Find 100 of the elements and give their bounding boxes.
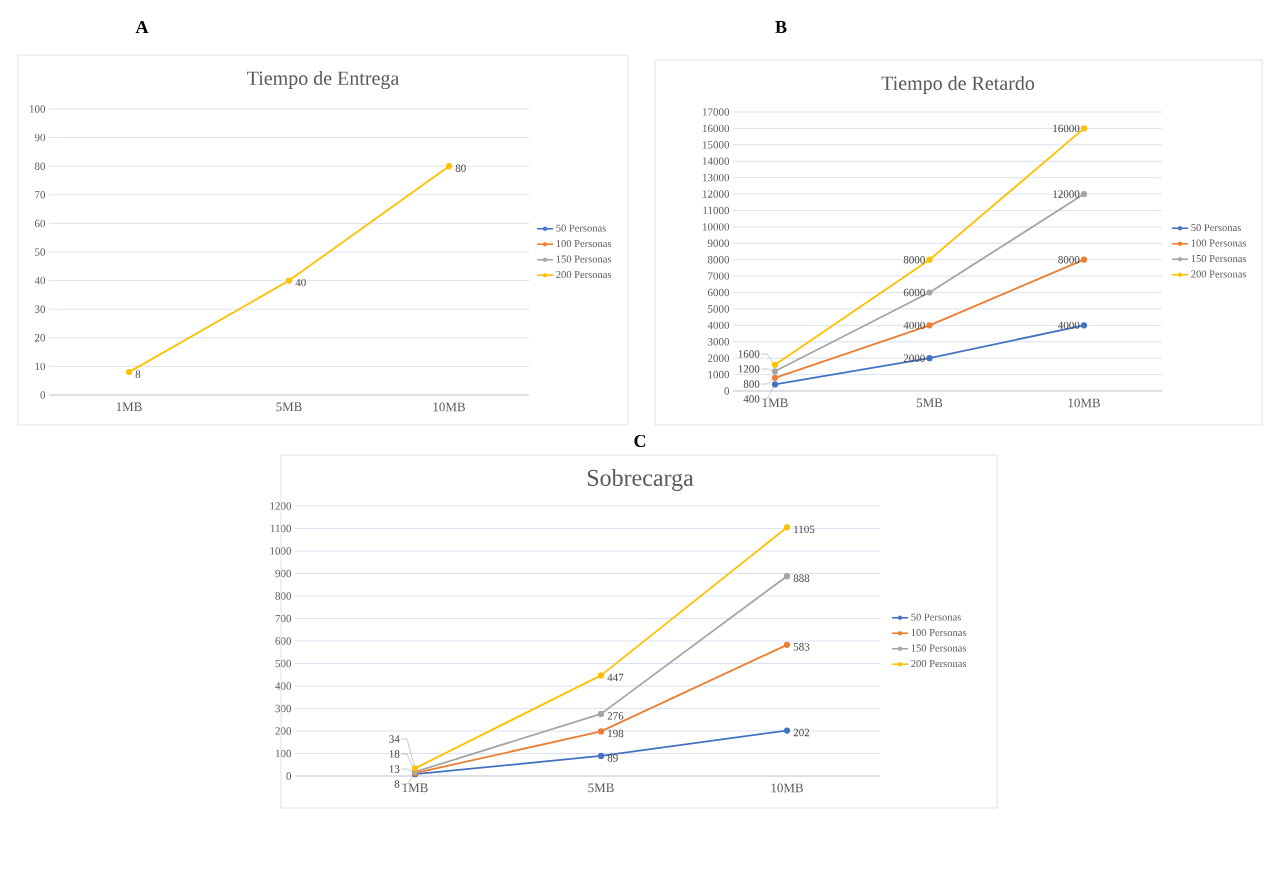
point	[783, 524, 791, 531]
point	[783, 641, 791, 648]
y-tick-label: 20	[34, 334, 46, 342]
y-tick-label: 600	[275, 637, 292, 645]
y-tick-label: 11000	[703, 206, 730, 215]
point	[1080, 322, 1088, 329]
data-label: 276	[607, 712, 624, 720]
y-tick-label: 6000	[707, 288, 730, 297]
data-label: 1105	[794, 525, 815, 534]
y-tick-label: 15000	[702, 141, 730, 149]
data-label: 80	[455, 164, 466, 172]
data-label: 18	[389, 750, 400, 758]
data-label: 16000	[1053, 124, 1080, 133]
point	[285, 277, 293, 284]
y-tick-label: 8000	[707, 255, 730, 264]
legend-label: 200 Personas	[556, 270, 612, 279]
y-tick-label: 14000	[702, 157, 730, 165]
data-label: 888	[793, 574, 810, 582]
y-tick-label: 10	[35, 362, 46, 371]
point	[771, 361, 779, 368]
data-label: 40	[295, 278, 306, 287]
y-tick-label: 1100	[270, 524, 292, 533]
data-label: 583	[793, 643, 810, 651]
data-label: 800	[743, 380, 760, 388]
point	[597, 710, 605, 717]
data-label: 8	[135, 370, 141, 378]
point	[125, 369, 133, 376]
point	[771, 381, 779, 388]
data-label: 4000	[903, 321, 925, 330]
y-tick-label: 300	[275, 704, 292, 713]
point	[926, 355, 933, 362]
y-tick-label: 800	[275, 592, 292, 600]
text: A	[135, 21, 149, 33]
x-tick-label: 5MB	[276, 402, 302, 412]
point	[926, 289, 933, 296]
point	[1080, 190, 1088, 198]
legend-label: 150 Personas	[556, 255, 612, 263]
data-label: 8000	[1058, 255, 1080, 264]
y-tick-label: 500	[275, 659, 292, 668]
y-tick-label: 0	[724, 387, 730, 395]
x-tick-label: 10MB	[771, 783, 803, 793]
data-label: 34	[389, 735, 400, 743]
point	[597, 752, 605, 760]
y-tick-label: 60	[34, 219, 46, 228]
point	[1080, 256, 1088, 263]
legend-label: 100 Personas	[1191, 239, 1247, 247]
y-tick-label: 90	[34, 133, 46, 142]
data-label: 4000	[1058, 321, 1080, 330]
legend-label: 50 Personas	[556, 224, 606, 232]
y-tick-label: 9000	[707, 239, 730, 247]
y-tick-label: 17000	[702, 108, 730, 116]
point	[411, 765, 419, 772]
point	[783, 727, 791, 734]
x-tick-label: 5MB	[588, 783, 614, 793]
legend-label: 150 Personas	[911, 644, 967, 652]
point	[597, 672, 605, 679]
point	[783, 573, 791, 580]
point	[926, 322, 933, 329]
y-tick-label: 700	[275, 614, 292, 623]
y-tick-label: 13000	[702, 173, 730, 182]
point	[1080, 125, 1088, 132]
y-tick-label: 2000	[707, 354, 730, 362]
data-label: 8000	[903, 255, 925, 264]
y-tick-label: 3000	[708, 338, 730, 346]
x-tick-label: 1MB	[402, 783, 428, 793]
y-tick-label: 70	[35, 191, 46, 199]
data-label: 8	[394, 780, 400, 788]
y-tick-label: 50	[35, 248, 46, 256]
y-tick-label: 40	[34, 276, 46, 285]
y-tick-label: 16000	[702, 124, 730, 133]
y-tick-label: 10000	[702, 223, 730, 231]
data-label: 198	[608, 729, 624, 738]
data-label: 6000	[903, 288, 925, 297]
legend-label: 100 Personas	[556, 240, 612, 248]
y-tick-label: 100	[275, 749, 292, 758]
legend-label: 200 Personas	[1191, 270, 1247, 278]
chart-title: Tiempo de Retardo	[881, 75, 1035, 95]
data-label: 12000	[1053, 190, 1080, 198]
y-tick-label: 0	[40, 391, 46, 399]
data-label: 1600	[738, 350, 760, 358]
y-tick-label: 1000	[270, 547, 292, 555]
chart-title: Sobrecarga	[587, 469, 694, 491]
point	[445, 163, 453, 170]
x-tick-label: 1MB	[116, 402, 142, 412]
legend-label: 100 Personas	[911, 629, 967, 637]
y-tick-label: 4000	[707, 321, 730, 330]
point	[926, 256, 933, 263]
y-tick-label: 30	[35, 305, 46, 313]
y-tick-label: 1000	[708, 370, 730, 379]
data-label: 13	[389, 765, 400, 773]
point	[771, 374, 779, 381]
x-tick-label: 10MB	[433, 402, 465, 412]
chart-title: Tiempo de Entrega	[247, 70, 400, 90]
text: B	[775, 21, 787, 33]
y-tick-label: 900	[275, 569, 292, 578]
x-tick-label: 1MB	[762, 398, 788, 408]
legend-label: 50 Personas	[911, 613, 961, 621]
y-tick-label: 0	[286, 772, 292, 780]
data-label: 447	[607, 673, 624, 682]
data-label: 400	[743, 395, 760, 403]
